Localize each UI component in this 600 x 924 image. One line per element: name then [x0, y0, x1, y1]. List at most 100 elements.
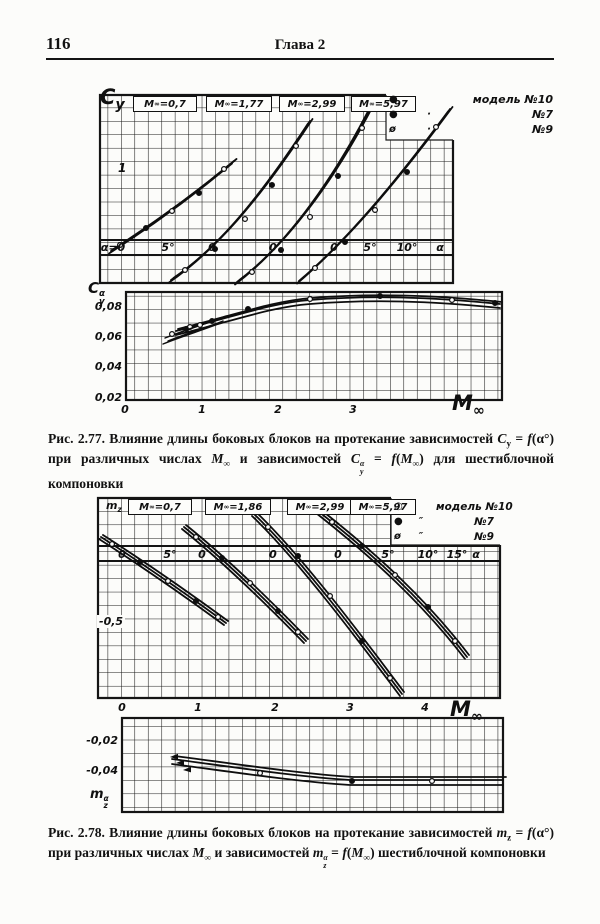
data-point-marker [449, 297, 456, 304]
text-segment: =5,97 [374, 98, 408, 110]
legend-label: модель №10 [472, 93, 553, 106]
axis-tick-label: 0 [269, 241, 277, 254]
axis-tick-label: 0,08 [94, 300, 122, 313]
text-segment: y [115, 97, 125, 114]
axis-tick-label: -0,02 [86, 734, 118, 747]
fig277-mach-curves [162, 293, 503, 345]
axis-tick-label: 0,02 [94, 391, 122, 404]
axis-tick-label: 10° [396, 241, 418, 254]
text-segment: M [211, 451, 224, 467]
text-segment: ∞ [204, 853, 212, 864]
text-segment: ∞ [368, 503, 375, 511]
axis-tick-label: 1 [198, 403, 206, 416]
data-point-marker [342, 239, 349, 246]
legend-label: №7 [474, 515, 494, 528]
data-point-marker [257, 769, 264, 776]
fig278-mach-box-1: M ∞ =0,7 [128, 499, 192, 515]
text-segment: M [139, 501, 150, 513]
legend-ditto: ″ [418, 531, 424, 542]
curve [253, 513, 403, 695]
fig278-mach-box-2: M ∞ =1,86 [205, 499, 271, 515]
text-segment: M [400, 451, 413, 467]
text-segment: и зависимостей [211, 845, 313, 861]
text-segment: = [511, 431, 528, 446]
curve [319, 508, 470, 656]
data-point-marker [197, 322, 204, 329]
legend-ditto: · [427, 109, 431, 120]
axis-tick-label: 15° [446, 548, 468, 561]
legend-label: №9 [532, 123, 553, 136]
data-point-marker [307, 296, 314, 303]
text-segment: ∞ [154, 100, 160, 108]
data-point-marker [269, 182, 276, 189]
legend-ditto: · [427, 124, 431, 135]
data-point-marker [307, 214, 314, 221]
axis-tick-label: 0,06 [94, 330, 122, 343]
text-segment: C [350, 451, 360, 467]
axis-tick-label: α=0 [100, 241, 126, 254]
data-point-marker [359, 637, 366, 644]
text-segment: ∞ [363, 853, 371, 864]
text-segment: ) для шестиблочной компоновки [48, 451, 554, 492]
text-segment: M [287, 98, 298, 110]
fig278-legend: ○ модель №10 ● ″ №7 ø ″ №9 [394, 499, 513, 544]
text-segment: ∞ [412, 459, 420, 470]
data-point-marker [295, 628, 302, 635]
axis-tick-label: 0 [269, 548, 277, 561]
fig277-mach-box-4: M ∞ =5,97 [351, 96, 416, 112]
axis-tick-label: 5° [363, 241, 377, 254]
fig278-mach-axis-label: M∞ [450, 697, 483, 725]
data-point-marker [116, 242, 123, 249]
curve [100, 536, 227, 624]
text-segment: и зависимостей [230, 451, 351, 467]
legend-label: №7 [532, 108, 553, 121]
data-point-marker [247, 579, 254, 586]
fig277-mach-box-3: M ∞ =2,99 [279, 96, 345, 112]
axis-tick-label: 0 [334, 548, 342, 561]
fig277-alpha-grid-border [98, 93, 455, 285]
data-point-marker [165, 577, 172, 584]
fig278-mach-box-3: M ∞ =2,99 [287, 499, 353, 515]
axis-tick-label: 0 [330, 241, 338, 254]
legend-row: ø · №9 [389, 122, 553, 137]
data-point-marker [329, 518, 336, 525]
data-point-marker [359, 124, 366, 131]
text-segment: Влияние длины боковых блоков на протекан… [109, 825, 497, 840]
data-point-marker [209, 318, 216, 325]
data-point-marker [242, 216, 249, 223]
curve [251, 515, 401, 697]
axis-tick-label: 2 [274, 403, 282, 416]
text-segment: M [213, 501, 224, 513]
data-point-marker [335, 173, 342, 180]
text-segment: =0,7 [154, 501, 181, 513]
legend-marker-icon: ø [394, 531, 401, 542]
data-point-marker [349, 777, 356, 784]
text-segment: ∞ [472, 403, 485, 420]
fig277-y-axis-label: Cy [100, 85, 125, 113]
curve [174, 755, 507, 778]
fig278-mach-grid-border [120, 716, 505, 814]
curve [181, 528, 305, 644]
data-point-marker [143, 225, 150, 232]
curve [171, 763, 504, 786]
data-point-marker [108, 540, 115, 547]
text-segment: =2,99 [303, 98, 337, 110]
text-segment: f [527, 825, 532, 840]
legend-row: ○ модель №10 [394, 499, 513, 514]
fig278-mach-curves [170, 753, 507, 786]
data-point-marker [372, 207, 379, 214]
text-segment: M [295, 501, 306, 513]
fig277-mach-box-2: M ∞ =1,77 [206, 96, 272, 112]
fig277-mach-grid [126, 292, 502, 400]
text-segment: m [496, 825, 508, 840]
text-segment: m [90, 787, 104, 802]
data-point-marker [265, 523, 272, 530]
axis-tick-label: 3 [349, 403, 357, 416]
axis-tick-label: 1 [194, 701, 202, 714]
data-point-marker [359, 542, 366, 549]
text-segment: ∞ [369, 100, 375, 108]
data-point-marker [193, 533, 200, 540]
